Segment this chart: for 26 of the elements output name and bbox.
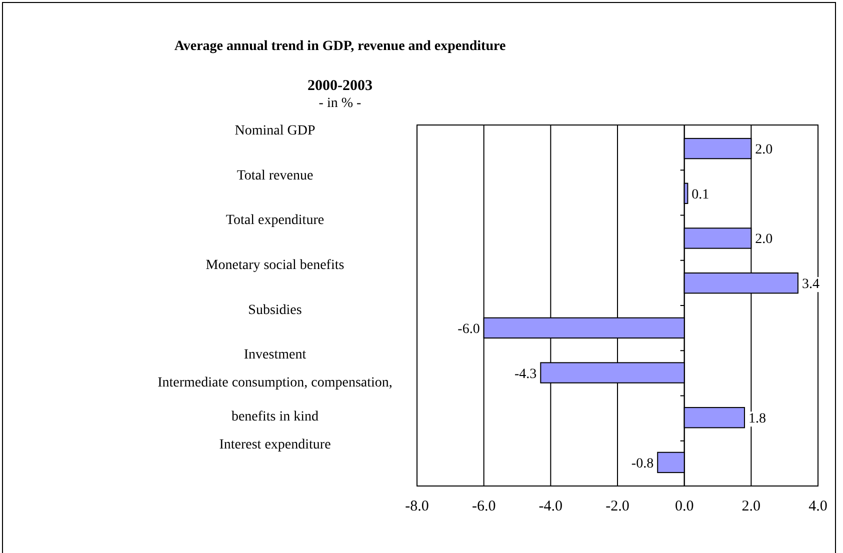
data-label: -0.8 [631, 456, 654, 472]
data-label: 1.8 [748, 412, 766, 427]
data-label: 3.4 [802, 277, 820, 292]
chart-subtitle: 2000-2003 [308, 78, 372, 94]
text: - in % - [318, 96, 362, 111]
data-label: -6.0 [458, 322, 480, 337]
y-tick-label: Nominal GDP [234, 123, 316, 138]
x-tick-label: -4.0 [538, 498, 563, 515]
chart-title: Average annual trend in GDP, revenue and expenditure [174, 39, 506, 54]
data-label: 2.0 [755, 232, 773, 248]
x-tick-label: -2.0 [606, 498, 630, 515]
y-tick-label: Monetary social benefits [206, 258, 344, 273]
x-tick-label: -6.0 [472, 498, 496, 515]
y-tick-label: Interest expenditure [219, 437, 331, 452]
x-tick-label: 2.0 [742, 498, 761, 515]
data-label: 0.1 [692, 187, 710, 202]
category-label: Intermediate consumption, compensation, benefits in kind [158, 376, 392, 425]
x-tick-label: 0.0 [674, 498, 694, 515]
data-label: -4.3 [514, 366, 537, 382]
data-label: 2.0 [755, 142, 773, 158]
x-tick-label: -8.0 [405, 498, 429, 515]
y-tick-label: Investment [244, 348, 306, 363]
x-tick-label: 4.0 [808, 498, 828, 515]
y-tick-label: Total revenue [236, 168, 314, 184]
y-tick-label: Subsidies [248, 302, 302, 318]
y-tick-label: Total expenditure [226, 213, 324, 228]
